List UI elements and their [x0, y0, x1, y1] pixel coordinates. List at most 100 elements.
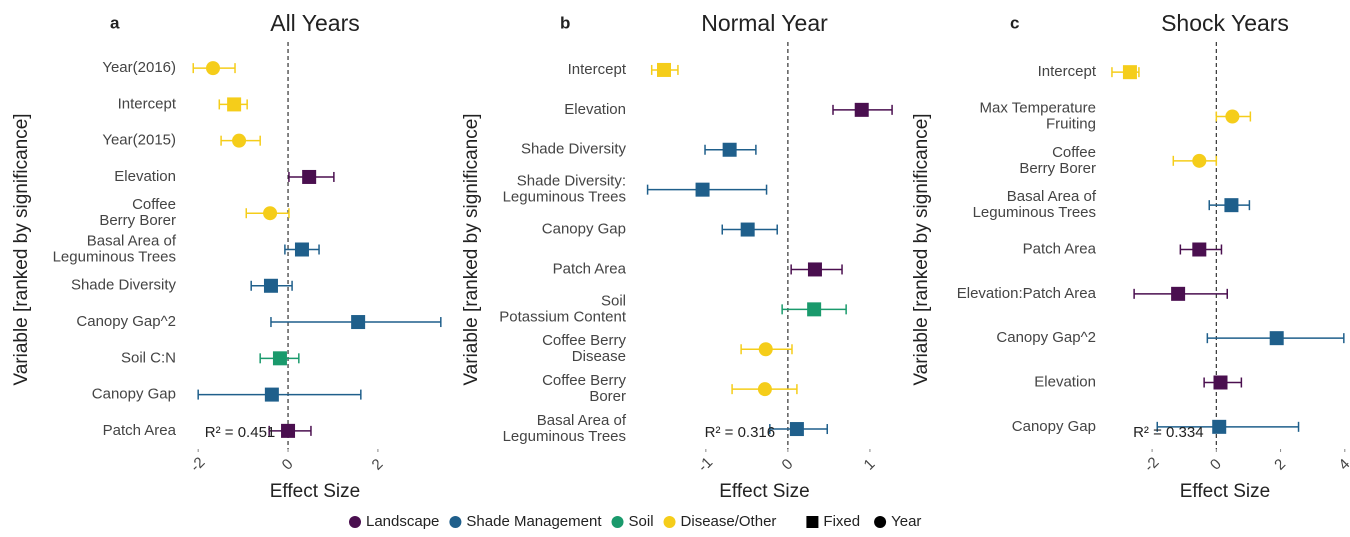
- y-tick-label: Coffee: [132, 196, 176, 213]
- x-tick-label: 0: [1207, 456, 1225, 474]
- y-tick-label: Year(2015): [102, 132, 176, 149]
- x-tick-label: -2: [187, 454, 208, 475]
- point: [1225, 109, 1240, 124]
- point: [1122, 65, 1137, 80]
- point: [227, 97, 242, 112]
- y-tick-label: Max Temperature: [980, 99, 1096, 116]
- x-tick-label: 1: [861, 456, 879, 474]
- x-tick-label: -1: [695, 454, 716, 475]
- panel-letter: c: [1010, 13, 1019, 32]
- y-tick-label: Leguminous Trees: [503, 428, 626, 445]
- x-tick-label: 4: [1335, 456, 1350, 474]
- y-tick-label: Berry Borer: [99, 212, 176, 229]
- point: [789, 422, 804, 437]
- y-tick-label: Patch Area: [103, 422, 177, 439]
- y-tick-label: Coffee: [1052, 144, 1096, 161]
- point: [740, 222, 755, 237]
- point: [1213, 375, 1228, 390]
- legend-label: Year: [891, 513, 921, 530]
- y-tick-label: Elevation: [564, 101, 626, 118]
- point: [263, 278, 278, 293]
- legend-label: Landscape: [366, 513, 439, 530]
- y-tick-label: Basal Area of: [537, 412, 627, 429]
- y-tick-label: Berry Borer: [1019, 160, 1096, 177]
- panel-title: All Years: [270, 10, 360, 36]
- legend-marker: [663, 516, 676, 528]
- y-tick-label: Potassium Content: [499, 308, 627, 325]
- x-tick-label: 2: [369, 456, 387, 474]
- point: [232, 133, 247, 148]
- y-tick-label: Leguminous Trees: [53, 248, 176, 265]
- y-tick-label: Canopy Gap^2: [996, 329, 1096, 346]
- x-axis-label: Effect Size: [719, 481, 809, 502]
- point: [1212, 419, 1227, 434]
- point: [722, 142, 737, 157]
- y-tick-label: Soil C:N: [121, 349, 176, 366]
- legend-marker: [874, 516, 887, 528]
- legend-marker: [449, 516, 462, 528]
- point: [1269, 331, 1284, 346]
- panel-title: Normal Year: [701, 10, 828, 36]
- legend-label: Shade Management: [466, 513, 602, 530]
- point: [1192, 242, 1207, 257]
- legend-label: Soil: [629, 513, 654, 530]
- point: [294, 242, 309, 257]
- y-tick-label: Elevation:Patch Area: [957, 285, 1097, 302]
- y-tick-label: Canopy Gap: [92, 386, 176, 403]
- panel-letter: a: [110, 13, 120, 32]
- point: [656, 62, 671, 77]
- point: [1171, 286, 1186, 301]
- y-tick-label: Leguminous Trees: [503, 189, 626, 206]
- y-tick-label: Intercept: [1038, 63, 1097, 80]
- panel-title: Shock Years: [1161, 10, 1289, 36]
- y-tick-label: Coffee Berry: [542, 332, 626, 349]
- point: [272, 351, 287, 366]
- y-tick-label: Elevation: [114, 168, 176, 185]
- point: [807, 302, 822, 317]
- legend-marker: [806, 516, 819, 528]
- point: [281, 423, 296, 438]
- y-tick-label: Intercept: [568, 61, 627, 78]
- legend-label: Disease/Other: [681, 513, 777, 530]
- point: [302, 169, 317, 184]
- panel-letter: b: [560, 13, 570, 32]
- y-tick-label: Basal Area of: [1007, 188, 1097, 205]
- x-tick-label: 0: [279, 456, 297, 474]
- point: [854, 102, 869, 117]
- y-tick-label: Disease: [572, 348, 626, 365]
- point: [758, 342, 773, 357]
- x-tick-label: 0: [779, 456, 797, 474]
- y-tick-label: Basal Area of: [87, 232, 177, 249]
- r2-annotation: R² = 0.316: [705, 424, 775, 441]
- y-tick-label: Patch Area: [553, 260, 627, 277]
- y-tick-label: Patch Area: [1023, 240, 1097, 257]
- legend-marker: [349, 516, 361, 528]
- legend-label: Fixed: [823, 513, 860, 530]
- y-tick-label: Coffee Berry: [542, 372, 626, 389]
- y-tick-label: Borer: [589, 388, 626, 405]
- r2-annotation: R² = 0.451: [205, 424, 275, 441]
- y-tick-label: Canopy Gap: [1012, 418, 1096, 435]
- point: [1192, 153, 1207, 168]
- y-axis-label: Variable [ranked by significance]: [461, 113, 482, 385]
- r2-annotation: R² = 0.334: [1133, 424, 1203, 441]
- legend-marker: [611, 516, 624, 528]
- point: [264, 387, 279, 402]
- y-tick-label: Leguminous Trees: [973, 204, 1096, 221]
- y-tick-label: Soil: [601, 292, 626, 309]
- y-tick-label: Shade Diversity: [521, 141, 627, 158]
- point: [807, 262, 822, 277]
- point: [263, 206, 278, 221]
- point: [695, 182, 710, 197]
- point: [206, 61, 221, 76]
- y-tick-label: Intercept: [118, 95, 177, 112]
- y-tick-label: Canopy Gap: [542, 221, 626, 238]
- x-tick-label: 2: [1271, 456, 1289, 474]
- x-tick-label: -2: [1141, 454, 1162, 475]
- x-axis-label: Effect Size: [270, 481, 360, 502]
- y-tick-label: Fruiting: [1046, 115, 1096, 132]
- point: [757, 382, 772, 397]
- point: [351, 315, 366, 330]
- y-tick-label: Shade Diversity:: [517, 173, 626, 190]
